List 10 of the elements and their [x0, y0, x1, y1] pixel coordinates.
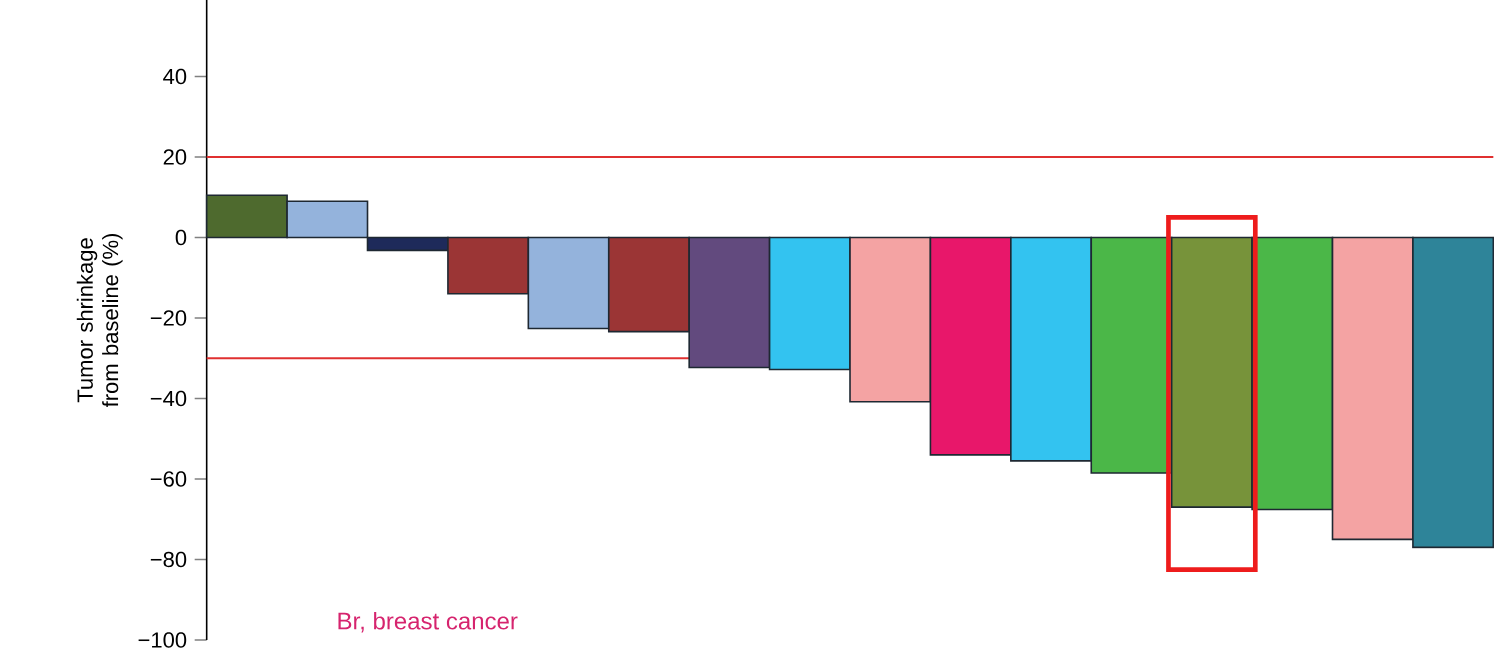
annotation: Br, breast cancer	[338, 611, 518, 633]
y-tick-label: −100	[138, 632, 187, 648]
y-tick-label: 0	[175, 229, 187, 246]
y-tick-label: −80	[150, 551, 187, 568]
y-tick-label: −40	[150, 390, 187, 407]
y-tick-label: 20	[163, 149, 187, 165]
y-axis-title: Tumor shrinkage from baseline (%)	[76, 233, 123, 408]
y-tick-label: −60	[150, 471, 187, 487]
y-tick-label: −20	[150, 310, 187, 326]
y-tick-label: 40	[163, 68, 187, 85]
